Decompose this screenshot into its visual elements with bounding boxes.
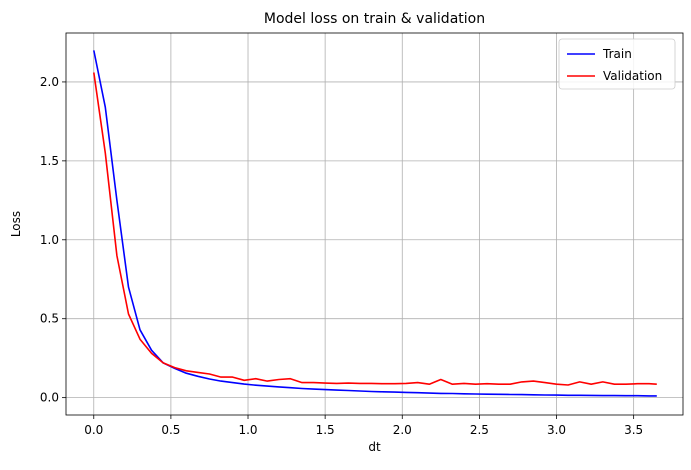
x-tick-label: 3.5 [624, 423, 643, 437]
x-tick-label: 1.0 [238, 423, 257, 437]
legend-label-validation: Validation [603, 69, 662, 83]
series-layer [93, 50, 657, 397]
x-tick-label: 3.0 [547, 423, 566, 437]
y-tick-label: 1.5 [40, 154, 59, 168]
ticks: 0.0 0.5 1.0 1.5 2.0 2.5 3.0 3.5 0.0 0.5 1.0 1.5 2.0 [40, 75, 643, 437]
y-tick-label: 1.0 [40, 233, 59, 247]
legend: Train Validation [558, 38, 676, 90]
x-tick-label: 2.5 [470, 423, 489, 437]
plot-frame [65, 32, 684, 416]
x-tick-label: 0.0 [84, 423, 103, 437]
legend-label-train: Train [602, 47, 632, 61]
chart-title: Model loss on train & validation [264, 11, 485, 27]
x-tick-label: 2.0 [393, 423, 412, 437]
series-line-train [93, 50, 657, 397]
series-line-validation [93, 72, 657, 386]
y-tick-label: 0.0 [40, 391, 59, 405]
x-tick-label: 1.5 [316, 423, 335, 437]
y-axis-label: Loss [9, 211, 23, 237]
y-tick-label: 0.5 [40, 312, 59, 326]
x-axis-label: dt [368, 440, 381, 454]
x-tick-label: 0.5 [161, 423, 180, 437]
y-tick-label: 2.0 [40, 75, 59, 89]
